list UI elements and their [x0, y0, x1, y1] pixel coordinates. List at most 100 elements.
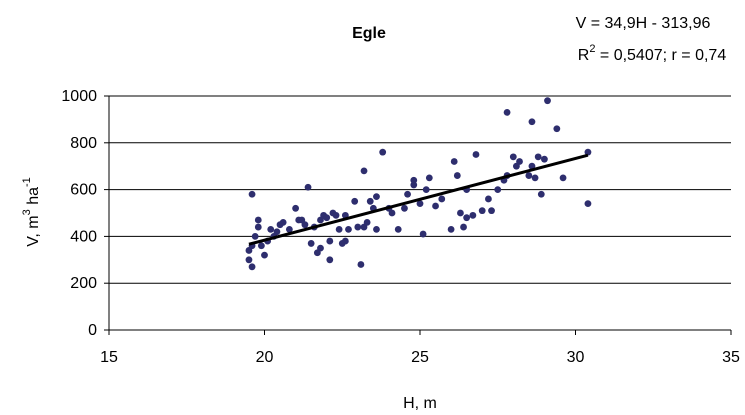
- y-tick-label: 600: [70, 182, 97, 199]
- data-point: [528, 118, 536, 126]
- data-point: [457, 209, 464, 217]
- data-point: [422, 186, 430, 194]
- data-point: [285, 225, 293, 233]
- chart-title: Egle: [352, 25, 386, 42]
- data-point: [450, 158, 458, 165]
- data-point: [534, 153, 542, 161]
- y-label-main: V, m: [25, 215, 42, 246]
- data-point: [341, 237, 349, 245]
- data-point: [292, 204, 299, 212]
- data-point: [503, 108, 511, 116]
- data-point: [416, 200, 424, 208]
- gridlines: [109, 95, 731, 284]
- data-point: [366, 197, 374, 205]
- data-point: [326, 256, 334, 264]
- data-point: [317, 244, 324, 252]
- data-point: [267, 225, 275, 233]
- data-point: [531, 174, 539, 182]
- data-point: [559, 174, 567, 182]
- regression-stats: R2 = 0,5407; r = 0,74: [578, 43, 727, 64]
- x-axis-label: H, m: [403, 395, 437, 412]
- r2-rest: = 0,5407; r = 0,74: [595, 47, 726, 64]
- y-label-sup2: -1: [21, 177, 33, 187]
- data-point: [354, 223, 362, 231]
- data-point: [401, 204, 408, 212]
- data-point: [537, 190, 545, 198]
- axes: [104, 95, 732, 335]
- data-point: [447, 225, 455, 233]
- data-point: [516, 158, 523, 165]
- data-point: [488, 207, 495, 215]
- data-point: [335, 225, 343, 233]
- data-point: [410, 176, 418, 184]
- data-point: [363, 218, 371, 226]
- data-point: [248, 263, 256, 271]
- regression-equation: V = 34,9H - 313,96: [576, 15, 711, 32]
- trendline: [248, 153, 589, 246]
- data-point: [357, 261, 365, 268]
- data-point: [584, 200, 592, 208]
- data-point: [469, 211, 477, 219]
- x-tick-label: 15: [100, 349, 118, 366]
- y-tick-label: 200: [70, 275, 97, 292]
- r2-prefix: R: [578, 47, 590, 64]
- data-point: [254, 216, 262, 224]
- data-point: [410, 181, 418, 189]
- data-point: [388, 209, 396, 217]
- data-point: [261, 251, 268, 259]
- y-tick-label: 0: [88, 322, 97, 339]
- data-point: [254, 223, 262, 231]
- data-point: [528, 162, 536, 170]
- x-tick-label: 20: [256, 349, 274, 366]
- y-tick-labels: 0 200 400 600 800 1000: [61, 88, 97, 339]
- r2-superscript: 2: [589, 43, 595, 55]
- y-axis-label: V, m3 ha-1: [21, 177, 42, 247]
- data-point: [379, 148, 387, 156]
- trendline-group: [248, 153, 589, 246]
- data-point: [494, 186, 502, 194]
- data-point: [419, 230, 427, 238]
- data-point: [478, 207, 486, 215]
- data-point: [472, 151, 480, 158]
- data-point: [251, 233, 259, 240]
- data-point: [460, 223, 467, 231]
- data-point: [463, 214, 471, 222]
- data-point: [307, 240, 315, 247]
- data-point: [248, 190, 256, 198]
- data-points: [245, 97, 592, 271]
- data-point: [509, 153, 517, 161]
- y-label-mid: ha: [25, 187, 42, 209]
- data-point: [257, 242, 265, 250]
- y-tick-label: 800: [70, 135, 97, 152]
- data-point: [553, 125, 561, 133]
- y-label-sup1: 3: [21, 209, 33, 215]
- data-point: [279, 218, 287, 226]
- data-point: [432, 202, 439, 210]
- data-point: [541, 155, 548, 163]
- data-point: [345, 225, 352, 233]
- data-point: [485, 195, 492, 203]
- data-point: [360, 167, 368, 175]
- data-point: [245, 256, 253, 264]
- x-tick-label: 30: [567, 349, 585, 366]
- data-point: [453, 172, 461, 179]
- data-point: [425, 174, 433, 182]
- data-point: [332, 211, 340, 219]
- x-tick-label: 35: [722, 349, 740, 366]
- data-point: [438, 195, 446, 203]
- data-point: [373, 225, 380, 233]
- data-point: [404, 190, 411, 198]
- data-point: [326, 237, 334, 245]
- data-point: [351, 197, 359, 205]
- x-tick-label: 25: [411, 349, 429, 366]
- data-point: [373, 193, 380, 201]
- data-point: [525, 172, 533, 179]
- y-tick-label: 400: [70, 228, 97, 245]
- data-point: [304, 183, 312, 191]
- data-point: [323, 214, 331, 222]
- data-point: [584, 148, 592, 156]
- data-point: [301, 221, 309, 229]
- x-tick-labels: 15 20 25 30 35: [100, 349, 740, 366]
- y-tick-label: 1000: [61, 88, 97, 105]
